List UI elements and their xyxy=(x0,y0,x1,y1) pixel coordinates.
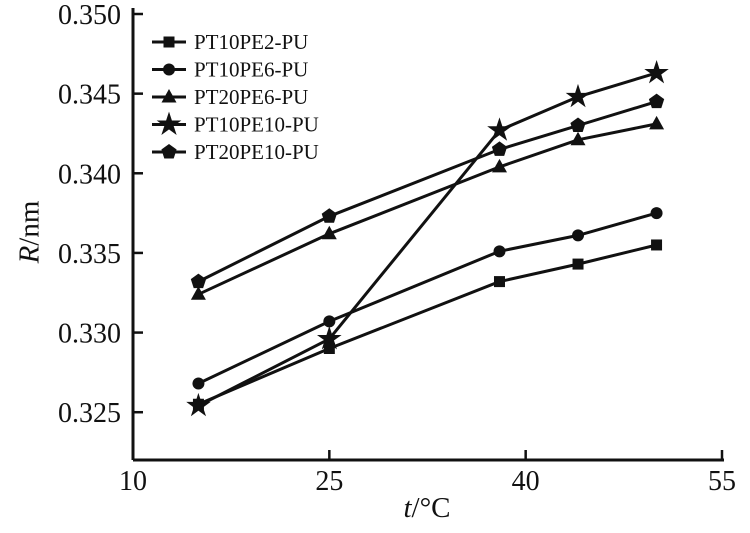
legend-label: PT10PE10-PU xyxy=(194,113,319,137)
y-tick-label: 0.335 xyxy=(58,239,121,270)
marker-pentagon-icon xyxy=(570,117,586,132)
marker-pentagon-icon xyxy=(321,208,337,223)
x-tick-label: 40 xyxy=(512,466,540,497)
x-axis-label-unit: /°C xyxy=(411,492,451,524)
x-tick-label: 55 xyxy=(708,466,736,497)
x-axis-label-symbol: t xyxy=(403,492,412,524)
marker-star-icon xyxy=(316,325,342,350)
series-line-PT10PE2-PU xyxy=(197,243,657,406)
legend-label: PT10PE6-PU xyxy=(194,58,308,82)
legend-label: PT10PE2-PU xyxy=(194,30,308,54)
marker-triangle-icon xyxy=(321,225,337,240)
marker-triangle-icon xyxy=(190,286,206,300)
marker-triangle-icon xyxy=(161,89,177,103)
marker-triangle-icon xyxy=(570,131,586,146)
marker-circle-icon xyxy=(192,377,205,390)
marker-pentagon-icon xyxy=(161,144,177,159)
marker-circle-icon xyxy=(493,245,506,258)
x-tick-label: 10 xyxy=(119,466,147,497)
marker-circle-icon xyxy=(323,315,336,328)
marker-triangle-icon xyxy=(649,115,665,130)
marker-star-icon xyxy=(565,83,591,108)
legend-label: PT20PE6-PU xyxy=(194,85,308,109)
legend-label: PT20PE10-PU xyxy=(194,140,319,164)
marker-pentagon-icon xyxy=(190,273,207,289)
marker-pentagon-icon xyxy=(491,141,508,156)
y-tick-label: 0.345 xyxy=(58,80,121,111)
marker-square-icon xyxy=(323,343,335,354)
marker-square-icon xyxy=(493,276,505,288)
y-tick-label: 0.325 xyxy=(58,398,121,429)
marker-star-icon xyxy=(644,59,669,84)
y-tick-label: 0.340 xyxy=(58,159,121,190)
y-tick-label: 0.350 xyxy=(58,0,121,31)
marker-circle-icon xyxy=(163,63,175,76)
y-axis-label: R/nm xyxy=(14,201,47,264)
series-line-PT10PE6-PU xyxy=(197,211,658,385)
marker-circle-icon xyxy=(650,207,663,220)
y-axis-label-unit: /nm xyxy=(13,200,46,246)
x-axis-label: t/°C xyxy=(403,492,450,525)
marker-star-icon xyxy=(487,117,512,141)
marker-square-icon xyxy=(163,36,175,48)
marker-triangle-icon xyxy=(492,158,507,173)
marker-square-icon xyxy=(651,239,663,251)
marker-star-icon xyxy=(186,392,211,417)
x-tick-label: 25 xyxy=(315,466,343,497)
marker-pentagon-icon xyxy=(648,93,665,109)
marker-star-icon xyxy=(156,111,182,135)
marker-square-icon xyxy=(572,258,584,270)
y-axis-label-symbol: R xyxy=(13,245,46,264)
y-tick-label: 0.330 xyxy=(58,319,121,350)
marker-circle-icon xyxy=(572,229,585,242)
